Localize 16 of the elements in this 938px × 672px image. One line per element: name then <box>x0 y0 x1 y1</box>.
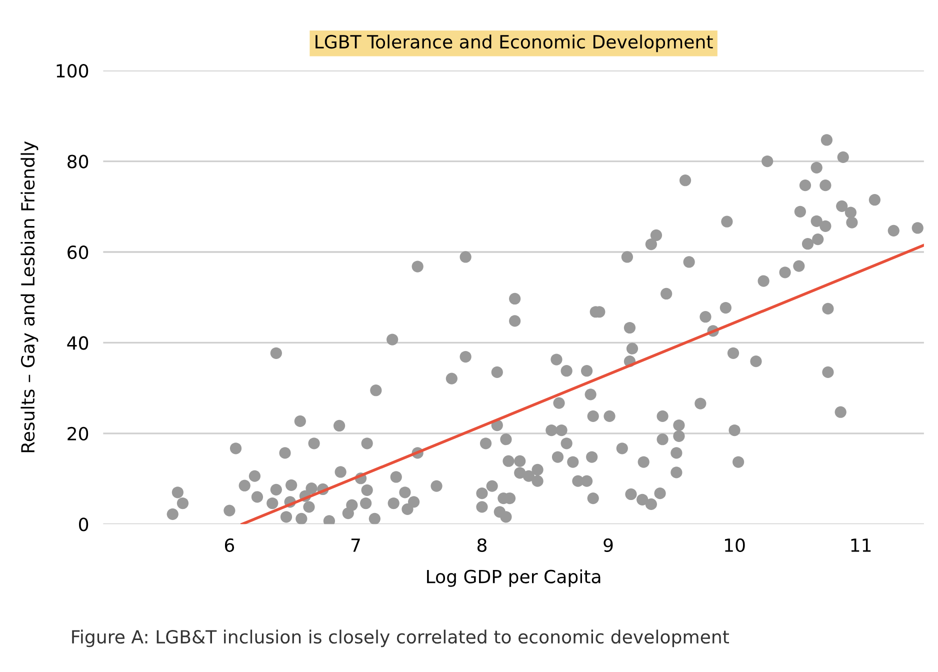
y-tick-label: 100 <box>56 64 88 78</box>
y-tick-label: 20 <box>68 426 88 441</box>
y-tick-label: 60 <box>68 245 88 260</box>
x-tick-label: 11 <box>851 538 871 552</box>
y-tick-label: 80 <box>68 154 88 168</box>
y-tick-label: 40 <box>67 336 88 350</box>
x-tick-label: 10 <box>725 538 745 552</box>
x-axis-title: Log GDP per Capita <box>427 569 600 587</box>
chart-title: LGBT Tolerance and Economic Development <box>316 34 713 52</box>
x-tick-label: 8 <box>477 538 486 552</box>
x-tick-label: 9 <box>604 538 613 552</box>
x-tick-label: 6 <box>224 538 234 552</box>
y-axis-title: Results – Gay and Lesbian Friendly <box>20 141 38 452</box>
text: Figure A: LGB&T inclusion is closely correlated to economic development <box>72 630 730 648</box>
x-tick-label: 7 <box>351 538 360 552</box>
y-tick-label: 0 <box>78 518 88 532</box>
